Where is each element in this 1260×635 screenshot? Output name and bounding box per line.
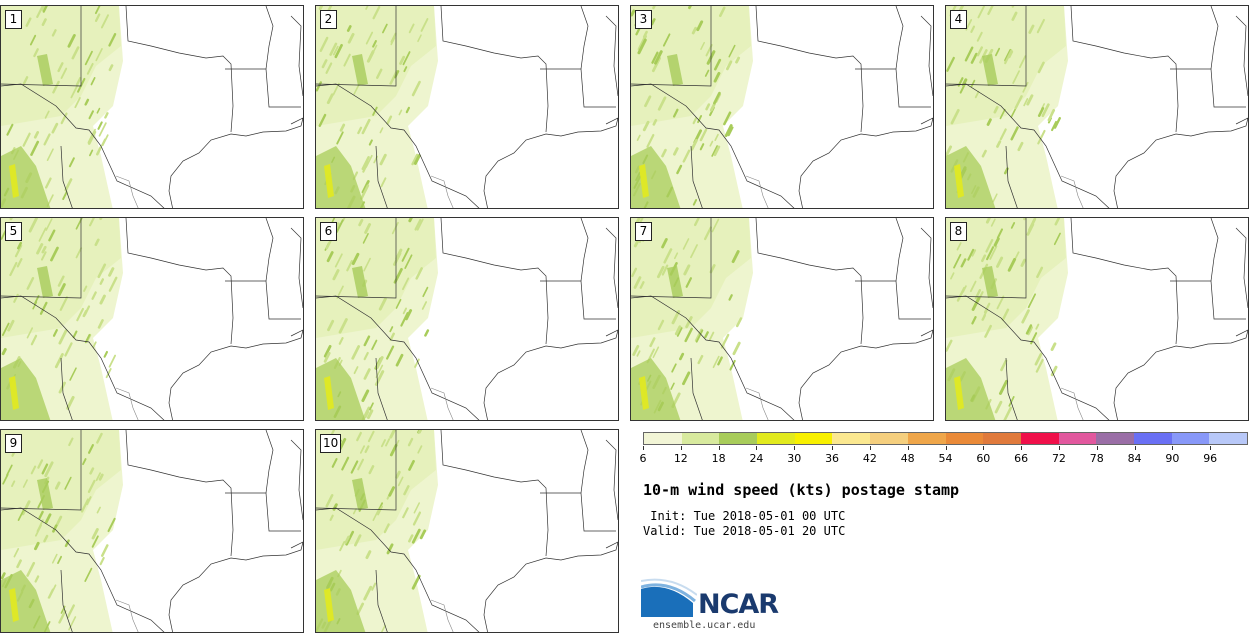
logo-text: NCAR — [698, 589, 779, 620]
colorbar-tick-mark — [1096, 446, 1098, 450]
ncar-logo-icon — [641, 578, 697, 617]
chart-title: 10-m wind speed (kts) postage stamp — [643, 481, 960, 499]
colorbar-tick-mark — [869, 446, 871, 450]
colorbar-segment — [983, 433, 1021, 444]
site-url: ensemble.ucar.edu — [653, 620, 756, 631]
colorbar-tick-label: 96 — [1203, 452, 1218, 465]
colorbar-tick-mark — [1058, 446, 1060, 450]
colorbar-tick-mark — [794, 446, 796, 450]
colorbar-segment — [945, 433, 984, 444]
member-label: 9 — [5, 434, 22, 453]
map-canvas — [631, 6, 933, 208]
colorbar-tick-label: 60 — [976, 452, 991, 465]
colorbar-tick-mark — [680, 446, 682, 450]
colorbar-tick-label: 66 — [1014, 452, 1029, 465]
colorbar-segment — [794, 433, 833, 444]
map-canvas — [316, 218, 618, 420]
colorbar — [643, 432, 1248, 445]
valid-time: Valid: Tue 2018-05-01 20 UTC — [643, 524, 846, 538]
map-canvas — [631, 218, 933, 420]
colorbar-tick-label: 42 — [862, 452, 877, 465]
colorbar-tick-label: 30 — [787, 452, 802, 465]
colorbar-segment — [1209, 433, 1247, 444]
colorbar-tick-mark — [643, 446, 644, 450]
colorbar-tick-label: 84 — [1127, 452, 1142, 465]
colorbar-tick-label: 6 — [639, 452, 647, 465]
colorbar-tick-mark — [756, 446, 758, 450]
colorbar-tick-mark — [983, 446, 985, 450]
member-label: 6 — [320, 222, 337, 241]
colorbar-tick-mark — [907, 446, 909, 450]
colorbar-segment — [1096, 433, 1134, 444]
member-label: 10 — [320, 434, 342, 453]
init-time: Init: Tue 2018-05-01 00 UTC — [643, 509, 846, 523]
colorbar-segment — [681, 433, 720, 444]
map-panel: 8 — [945, 217, 1249, 421]
member-label: 2 — [320, 10, 337, 29]
colorbar-segment — [719, 433, 758, 444]
map-panel: 1 — [0, 5, 304, 209]
colorbar-tick-label: 24 — [749, 452, 764, 465]
member-label: 8 — [950, 222, 967, 241]
map-panel: 5 — [0, 217, 304, 421]
colorbar-ticks: 6 12 18 24 30 36 42 48 54 60 66 72 78 84 90 96 — [639, 446, 1248, 466]
map-canvas — [316, 430, 618, 632]
map-panel: 6 — [315, 217, 619, 421]
colorbar-segment — [757, 433, 795, 444]
colorbar-tick-label: 48 — [900, 452, 915, 465]
colorbar-tick-label: 36 — [825, 452, 840, 465]
map-panel: 7 — [630, 217, 934, 421]
map-canvas — [316, 6, 618, 208]
colorbar-segment — [1058, 433, 1097, 444]
map-canvas — [946, 218, 1248, 420]
colorbar-tick-label: 78 — [1089, 452, 1104, 465]
colorbar-tick-mark — [1134, 446, 1136, 450]
colorbar-tick-label: 12 — [673, 452, 688, 465]
map-panel: 2 — [315, 5, 619, 209]
colorbar-tick-mark — [1021, 446, 1023, 450]
member-label: 4 — [950, 10, 967, 29]
member-label: 1 — [5, 10, 22, 29]
colorbar-segment — [1171, 433, 1210, 444]
colorbar-tick-mark — [718, 446, 720, 450]
colorbar-tick-mark — [1210, 446, 1212, 450]
member-label: 5 — [5, 222, 22, 241]
colorbar-segment — [644, 433, 682, 444]
colorbar-tick-mark — [1172, 446, 1174, 450]
map-panel: 10 — [315, 429, 619, 633]
member-label: 7 — [635, 222, 652, 241]
map-panel: 9 — [0, 429, 304, 633]
colorbar-segment — [907, 433, 946, 444]
colorbar-tick-mark — [945, 446, 947, 450]
map-canvas — [1, 430, 303, 632]
map-panel: 3 — [630, 5, 934, 209]
colorbar-tick-label: 54 — [938, 452, 953, 465]
map-canvas — [946, 6, 1248, 208]
colorbar-segment — [832, 433, 871, 444]
colorbar-segment — [1133, 433, 1172, 444]
map-panel: 4 — [945, 5, 1249, 209]
colorbar-tick-label: 72 — [1051, 452, 1066, 465]
colorbar-tick-label: 18 — [711, 452, 726, 465]
colorbar-segment — [870, 433, 908, 444]
member-label: 3 — [635, 10, 652, 29]
colorbar-tick-mark — [832, 446, 834, 450]
map-canvas — [1, 218, 303, 420]
colorbar-tick-label: 90 — [1165, 452, 1180, 465]
map-canvas — [1, 6, 303, 208]
colorbar-segment — [1020, 433, 1059, 444]
